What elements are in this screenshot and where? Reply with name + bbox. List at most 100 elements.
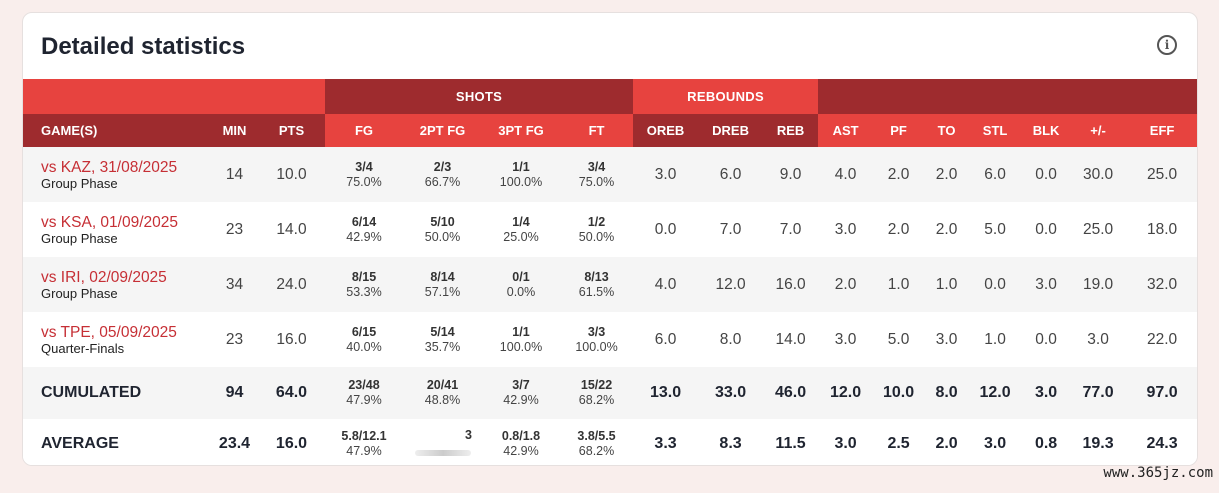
pm-cell: 25.0: [1071, 202, 1126, 257]
game-cell: vs KSA, 01/09/2025 Group Phase: [23, 202, 211, 257]
eff-cell: 24.3: [1125, 419, 1197, 465]
col-header-min[interactable]: MIN: [211, 114, 258, 147]
fg-made-attempted: 3/4: [355, 159, 373, 174]
reb-cell: 11.5: [763, 419, 819, 465]
game-link[interactable]: vs KSA, 01/09/2025: [41, 213, 179, 231]
col-header-pf[interactable]: PF: [873, 114, 925, 147]
game-link[interactable]: vs TPE, 05/09/2025: [41, 323, 177, 341]
min-cell: 94: [211, 367, 258, 419]
pf-cell: 2.0: [873, 147, 925, 202]
fg2-made-attempted: 5/14: [430, 324, 455, 339]
ft-percentage: 68.2%: [578, 444, 615, 458]
col-header-game[interactable]: GAME(S): [23, 114, 211, 147]
col-header-ft[interactable]: FT: [560, 114, 634, 147]
fg-made-attempted: 5.8/12.1: [341, 429, 387, 443]
reb-cell: 14.0: [763, 312, 819, 367]
table-row: vs TPE, 05/09/2025 Quarter-Finals 23 16.0 6/…: [23, 312, 1197, 367]
game-phase: Group Phase: [41, 175, 118, 191]
fg3-cell: 0.8/1.8 42.9%: [482, 419, 560, 465]
game-cell: vs IRI, 02/09/2025 Group Phase: [23, 257, 211, 312]
pts-cell: 64.0: [258, 367, 325, 419]
fg3-made-attempted: 1/1: [512, 159, 530, 174]
col-header-fg3[interactable]: 3PT FG: [482, 114, 560, 147]
stl-cell: 6.0: [969, 147, 1022, 202]
fg-percentage: 47.9%: [346, 393, 382, 407]
blk-cell: 0.8: [1021, 419, 1072, 465]
eff-cell: 97.0: [1125, 367, 1197, 419]
group-header-other: [818, 79, 1197, 114]
obscured-value: [414, 449, 471, 456]
col-header-pm[interactable]: +/-: [1071, 114, 1126, 147]
fg-cell: 5.8/12.1 47.9%: [325, 419, 403, 465]
fg3-made-attempted: 0/1: [512, 269, 530, 284]
fg3-cell: 1/4 25.0%: [482, 202, 560, 257]
fg2-made-attempted: 8/14: [430, 269, 455, 284]
stl-cell: 3.0: [969, 419, 1022, 465]
ft-cell: 1/2 50.0%: [560, 202, 634, 257]
blk-cell: 0.0: [1021, 312, 1072, 367]
col-header-ast[interactable]: AST: [818, 114, 874, 147]
fg2-cell: 3: [403, 419, 482, 465]
fg2-cell: 20/41 48.8%: [403, 367, 482, 419]
min-cell: 14: [211, 147, 258, 202]
col-header-stl[interactable]: STL: [969, 114, 1022, 147]
table-row: vs IRI, 02/09/2025 Group Phase 34 24.0 8/15 5…: [23, 257, 1197, 312]
watermark: www.365jz.com: [1103, 465, 1213, 481]
reb-cell: 9.0: [763, 147, 819, 202]
row-label: CUMULATED: [23, 367, 211, 419]
fg-cell: 23/48 47.9%: [325, 367, 403, 419]
ft-percentage: 61.5%: [578, 284, 615, 299]
col-header-dreb[interactable]: DREB: [698, 114, 764, 147]
row-label: AVERAGE: [23, 419, 211, 465]
ft-percentage: 75.0%: [578, 174, 615, 189]
fg2-cell: 2/3 66.7%: [403, 147, 482, 202]
ft-cell: 15/22 68.2%: [560, 367, 634, 419]
info-icon[interactable]: i: [1157, 35, 1177, 55]
fg3-made-attempted: 3/7: [512, 378, 530, 392]
game-link[interactable]: vs KAZ, 31/08/2025: [41, 158, 178, 176]
pts-cell: 24.0: [258, 257, 325, 312]
dreb-cell: 8.3: [698, 419, 764, 465]
col-header-to[interactable]: TO: [924, 114, 970, 147]
blk-cell: 3.0: [1021, 257, 1072, 312]
group-header-blank: [23, 79, 325, 114]
ft-made-attempted: 1/2: [587, 214, 606, 229]
pf-cell: 5.0: [873, 312, 925, 367]
to-cell: 2.0: [924, 147, 970, 202]
fg2-made-attempted: 2/3: [433, 159, 452, 174]
fg2-percentage: 57.1%: [424, 284, 461, 299]
ft-made-attempted: 3/3: [587, 324, 606, 339]
fg3-percentage: 25.0%: [503, 229, 539, 244]
fg2-cell: 5/14 35.7%: [403, 312, 482, 367]
stl-cell: 1.0: [969, 312, 1022, 367]
col-header-fg[interactable]: FG: [325, 114, 403, 147]
blk-cell: 0.0: [1021, 202, 1072, 257]
col-header-fg2[interactable]: 2PT FG: [403, 114, 482, 147]
col-header-reb[interactable]: REB: [763, 114, 819, 147]
fg2-percentage: 48.8%: [424, 393, 461, 407]
col-header-eff[interactable]: EFF: [1125, 114, 1197, 147]
eff-cell: 25.0: [1125, 147, 1197, 202]
ft-cell: 3/4 75.0%: [560, 147, 634, 202]
to-cell: 1.0: [924, 257, 970, 312]
min-cell: 23.4: [211, 419, 258, 465]
fg3-cell: 1/1 100.0%: [482, 147, 560, 202]
game-link[interactable]: vs IRI, 02/09/2025: [41, 268, 167, 286]
col-header-pts[interactable]: PTS: [258, 114, 325, 147]
fg2-percentage: 35.7%: [424, 339, 461, 354]
fg3-percentage: 42.9%: [503, 393, 539, 407]
blk-cell: 0.0: [1021, 147, 1072, 202]
eff-cell: 18.0: [1125, 202, 1197, 257]
col-header-blk[interactable]: BLK: [1021, 114, 1072, 147]
oreb-cell: 6.0: [633, 312, 699, 367]
ast-cell: 3.0: [818, 312, 874, 367]
pm-cell: 77.0: [1071, 367, 1126, 419]
pts-cell: 14.0: [258, 202, 325, 257]
eff-cell: 32.0: [1125, 257, 1197, 312]
min-cell: 34: [211, 257, 258, 312]
ast-cell: 2.0: [818, 257, 874, 312]
to-cell: 2.0: [924, 419, 970, 465]
dreb-cell: 8.0: [698, 312, 764, 367]
ft-made-attempted: 8/13: [584, 269, 609, 284]
col-header-oreb[interactable]: OREB: [633, 114, 699, 147]
